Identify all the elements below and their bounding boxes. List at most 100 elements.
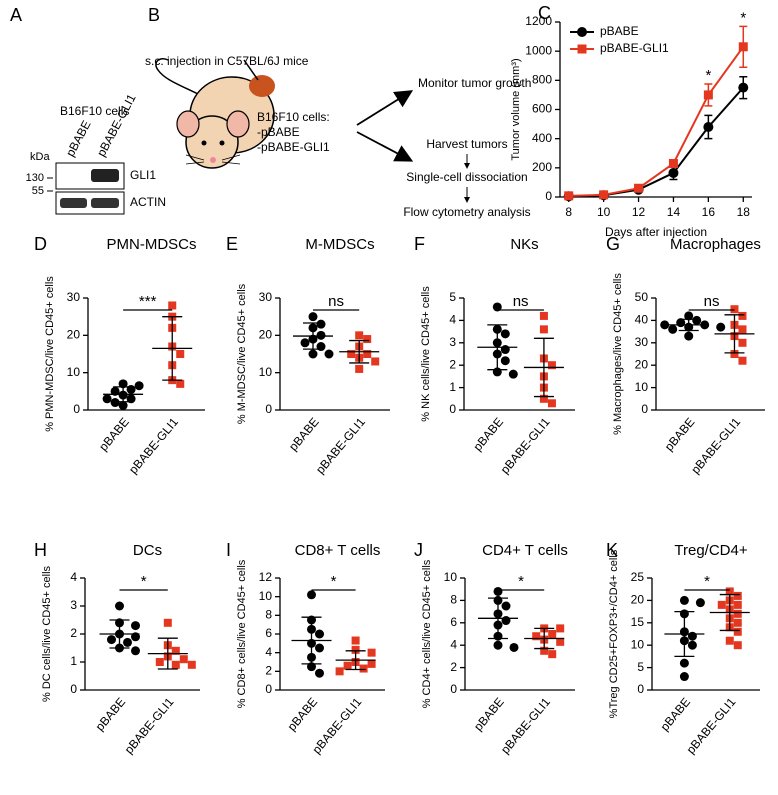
data-point xyxy=(738,356,747,365)
data-point xyxy=(717,600,726,609)
significance-label: * xyxy=(331,573,337,590)
y-tick-label: 10 xyxy=(444,570,458,584)
data-point xyxy=(532,632,541,641)
y-axis-label: % CD8+ cells/live CD45+ cells xyxy=(236,559,248,708)
step: Flow cytometry analysis xyxy=(403,205,530,219)
y-tick-label: 1000 xyxy=(525,43,552,57)
cells-label: B16F10 cells: xyxy=(257,110,330,124)
y-tick-label: 10 xyxy=(635,380,649,394)
x-tick-label: pBABE xyxy=(285,695,321,734)
x-tick-label: pBABE xyxy=(471,695,507,734)
chart-title: PMN-MDSCs xyxy=(107,236,197,253)
kda-label: kDa xyxy=(30,151,50,163)
panel-letter: H xyxy=(34,540,47,560)
data-point xyxy=(355,364,364,373)
mouse-whiskers xyxy=(185,154,241,165)
mouse-ear xyxy=(226,110,250,138)
data-point xyxy=(509,642,519,652)
data-point xyxy=(315,643,324,653)
data-point xyxy=(687,631,697,641)
data-point xyxy=(308,349,318,359)
y-tick-label: 0 xyxy=(641,402,648,416)
data-point xyxy=(335,667,344,676)
significance-label: * xyxy=(518,573,524,590)
y-tick-label: 30 xyxy=(635,335,649,349)
data-point xyxy=(171,646,180,655)
data-point xyxy=(564,191,574,201)
step: Single-cell dissociation xyxy=(406,170,527,184)
mouse-head xyxy=(185,115,239,169)
kda-marker: 55 xyxy=(32,185,44,197)
arrow xyxy=(356,131,414,162)
data-point xyxy=(110,386,120,396)
y-tick-label: 8 xyxy=(450,593,457,607)
data-point xyxy=(668,324,678,334)
y-tick-label: 1200 xyxy=(525,14,552,28)
data-point xyxy=(355,331,364,340)
y-tick-label: 0 xyxy=(449,402,456,416)
data-point xyxy=(102,394,112,404)
data-point xyxy=(363,335,372,344)
data-point xyxy=(316,319,326,329)
x-tick-label: pBABE-GLI1 xyxy=(126,415,181,477)
data-point xyxy=(539,311,548,320)
data-point xyxy=(501,601,511,611)
y-tick-label: 10 xyxy=(67,365,81,379)
data-point xyxy=(176,379,185,388)
cells-line: -pBABE-GLI1 xyxy=(257,140,330,154)
data-point xyxy=(556,637,565,646)
y-tick-label: 0 xyxy=(545,189,552,203)
x-tick-label: 8 xyxy=(565,205,572,219)
data-point xyxy=(308,312,318,322)
y-tick-label: 4 xyxy=(449,313,456,327)
sd-bar xyxy=(719,593,740,632)
x-tick-label: pBABE xyxy=(470,415,506,454)
x-tick-label: pBABE xyxy=(286,415,322,454)
data-point xyxy=(730,305,739,314)
panel-letter: F xyxy=(414,234,425,254)
sd-bar xyxy=(533,337,554,398)
data-point xyxy=(176,350,185,358)
significance-label: ns xyxy=(328,293,344,310)
data-point xyxy=(115,601,124,611)
sd-bar xyxy=(109,619,130,649)
data-point xyxy=(363,350,372,358)
blot-band xyxy=(91,169,119,182)
data-point xyxy=(500,329,510,339)
y-tick-label: 25 xyxy=(631,570,645,584)
data-point xyxy=(703,90,713,100)
data-point xyxy=(171,660,180,669)
data-point xyxy=(725,636,734,645)
data-point xyxy=(501,616,511,626)
chart-title: NKs xyxy=(510,236,538,253)
data-point xyxy=(163,618,172,627)
data-point xyxy=(540,646,549,655)
lane-label: pBABE xyxy=(63,118,94,159)
data-point xyxy=(547,399,556,408)
blot-band xyxy=(91,198,119,208)
y-tick-label: 0 xyxy=(637,682,644,696)
y-tick-label: 600 xyxy=(532,102,552,116)
mouse-nose xyxy=(210,157,216,163)
x-axis-label: Days after injection xyxy=(605,225,707,239)
y-tick-label: 3 xyxy=(70,598,77,612)
panel-letter: C xyxy=(538,3,551,23)
x-tick-label: pBABE-GLI1 xyxy=(122,695,177,757)
data-point xyxy=(738,82,749,93)
data-point xyxy=(493,640,503,650)
sd-bar xyxy=(157,637,178,670)
y-tick-label: 12 xyxy=(259,570,273,584)
y-tick-label: 4 xyxy=(450,637,457,651)
y-tick-label: 20 xyxy=(635,357,649,371)
y-tick-label: 1 xyxy=(70,654,77,668)
data-point xyxy=(307,590,316,600)
step: Monitor tumor growth xyxy=(418,76,531,90)
panel-letter: B xyxy=(148,5,160,25)
sd-bar xyxy=(488,597,508,640)
series-line xyxy=(568,86,745,198)
data-point xyxy=(131,621,140,631)
y-tick-label: 0 xyxy=(265,682,272,696)
sd-bar xyxy=(113,386,134,403)
data-point xyxy=(107,635,116,645)
data-point xyxy=(359,664,368,673)
